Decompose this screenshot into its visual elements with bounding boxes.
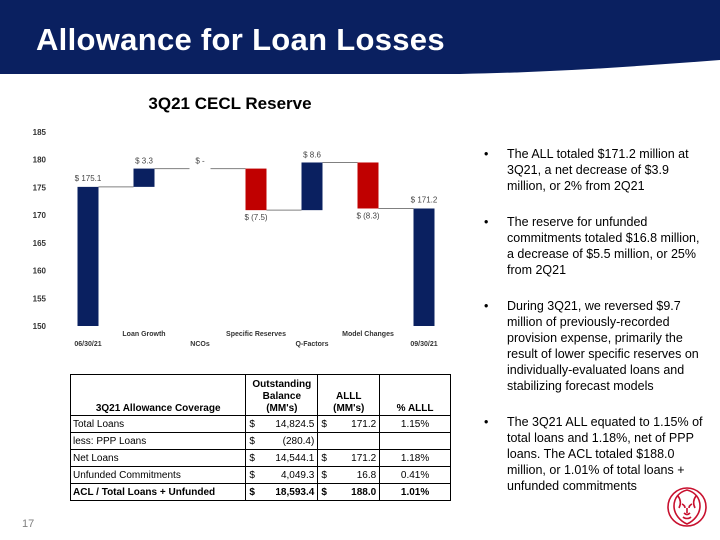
y-tick-label: 180 xyxy=(33,156,47,165)
balance-value: (280.4) xyxy=(259,432,319,450)
alll-currency: $ xyxy=(317,415,332,433)
data-label: $ 3.3 xyxy=(135,157,153,166)
alll-value: 188.0 xyxy=(331,483,381,501)
slide-title: Allowance for Loan Losses xyxy=(36,22,445,57)
data-label: $ (8.3) xyxy=(356,211,379,220)
waterfall-bar xyxy=(133,168,155,187)
alll-currency: $ xyxy=(317,449,332,467)
pct-value xyxy=(379,432,451,450)
lion-logo-icon xyxy=(667,487,707,527)
balance-value: 4,049.3 xyxy=(259,466,319,484)
balance-currency: $ xyxy=(245,432,260,450)
data-label: $ - xyxy=(195,157,205,166)
row-label: less: PPP Loans xyxy=(69,432,247,450)
waterfall-bar xyxy=(413,208,435,326)
alll-currency: $ xyxy=(317,483,332,501)
chart-title: 3Q21 CECL Reserve xyxy=(148,94,312,113)
allowance-coverage-table: 3Q21 Allowance Coverage Outstanding Bala… xyxy=(69,374,451,501)
bullet-item: The ALL totaled $171.2 million at 3Q21, … xyxy=(476,146,708,194)
data-label: $ 8.6 xyxy=(303,150,321,159)
y-tick-label: 150 xyxy=(33,322,47,331)
alll-currency xyxy=(317,432,332,450)
page-number: 17 xyxy=(22,518,35,530)
balance-currency: $ xyxy=(245,483,260,501)
balance-value: 14,544.1 xyxy=(259,449,319,467)
table-header-row: 3Q21 Allowance Coverage Outstanding Bala… xyxy=(69,374,451,416)
row-label: Total Loans xyxy=(69,415,247,433)
table-row: Net Loans $ 14,544.1 $ 171.2 1.18% xyxy=(69,449,451,467)
y-tick-label: 160 xyxy=(33,267,47,276)
waterfall-chart: 150 155 160 165 170 175 180 185 $ 175.1 06/30/21 $… xyxy=(33,128,438,348)
table-total-row: ACL / Total Loans + Unfunded $ 18,593.4 … xyxy=(69,483,451,501)
row-label: Net Loans xyxy=(69,449,247,467)
row-label: Unfunded Commitments xyxy=(69,466,247,484)
data-label: $ 171.2 xyxy=(411,195,438,204)
balance-currency: $ xyxy=(245,415,260,433)
balance-currency: $ xyxy=(245,466,260,484)
row-label: ACL / Total Loans + Unfunded xyxy=(69,483,247,501)
bullet-item: The reserve for unfunded commitments tot… xyxy=(476,214,708,278)
category-label: Q-Factors xyxy=(295,341,328,348)
pct-value: 1.01% xyxy=(379,483,451,501)
waterfall-bar xyxy=(357,162,379,209)
y-tick-label: 155 xyxy=(33,294,47,303)
table-row: less: PPP Loans $ (280.4) xyxy=(69,432,451,450)
category-label: 09/30/21 xyxy=(410,341,437,348)
balance-currency: $ xyxy=(245,449,260,467)
y-tick-label: 170 xyxy=(33,211,47,220)
waterfall-bar xyxy=(245,168,267,211)
col-header-balance: Outstanding Balance (MM's) xyxy=(245,374,319,416)
col-header-pct: % ALLL xyxy=(379,374,451,416)
y-tick-label: 185 xyxy=(33,128,47,137)
title-banner xyxy=(0,0,720,80)
pct-value: 1.15% xyxy=(379,415,451,433)
alll-value: 171.2 xyxy=(331,449,381,467)
table-row: Total Loans $ 14,824.5 $ 171.2 1.15% xyxy=(69,415,451,433)
pct-value: 0.41% xyxy=(379,466,451,484)
col-header-alll: ALLL (MM's) xyxy=(317,374,381,416)
alll-currency: $ xyxy=(317,466,332,484)
banner-shape xyxy=(0,0,720,74)
y-tick-label: 165 xyxy=(33,239,47,248)
balance-value: 18,593.4 xyxy=(259,483,319,501)
category-label: Specific Reserves xyxy=(226,331,286,338)
category-label: Loan Growth xyxy=(122,331,165,338)
pct-value: 1.18% xyxy=(379,449,451,467)
category-label: Model Changes xyxy=(342,331,394,338)
alll-value xyxy=(331,432,381,450)
col-header-coverage: 3Q21 Allowance Coverage xyxy=(69,374,247,416)
category-label: NCOs xyxy=(190,341,210,348)
waterfall-bar xyxy=(77,186,99,326)
bullet-list: The ALL totaled $171.2 million at 3Q21, … xyxy=(476,146,708,514)
alll-value: 171.2 xyxy=(331,415,381,433)
bullet-item: During 3Q21, we reversed $9.7 million of… xyxy=(476,298,708,394)
balance-value: 14,824.5 xyxy=(259,415,319,433)
bullet-item: The 3Q21 ALL equated to 1.15% of total l… xyxy=(476,414,708,494)
category-label: 06/30/21 xyxy=(74,341,101,348)
data-label: $ 175.1 xyxy=(75,174,102,183)
waterfall-bar xyxy=(301,162,323,211)
table-row: Unfunded Commitments $ 4,049.3 $ 16.8 0.… xyxy=(69,466,451,484)
alll-value: 16.8 xyxy=(331,466,381,484)
y-tick-label: 175 xyxy=(33,183,47,192)
data-label: $ (7.5) xyxy=(244,213,267,222)
